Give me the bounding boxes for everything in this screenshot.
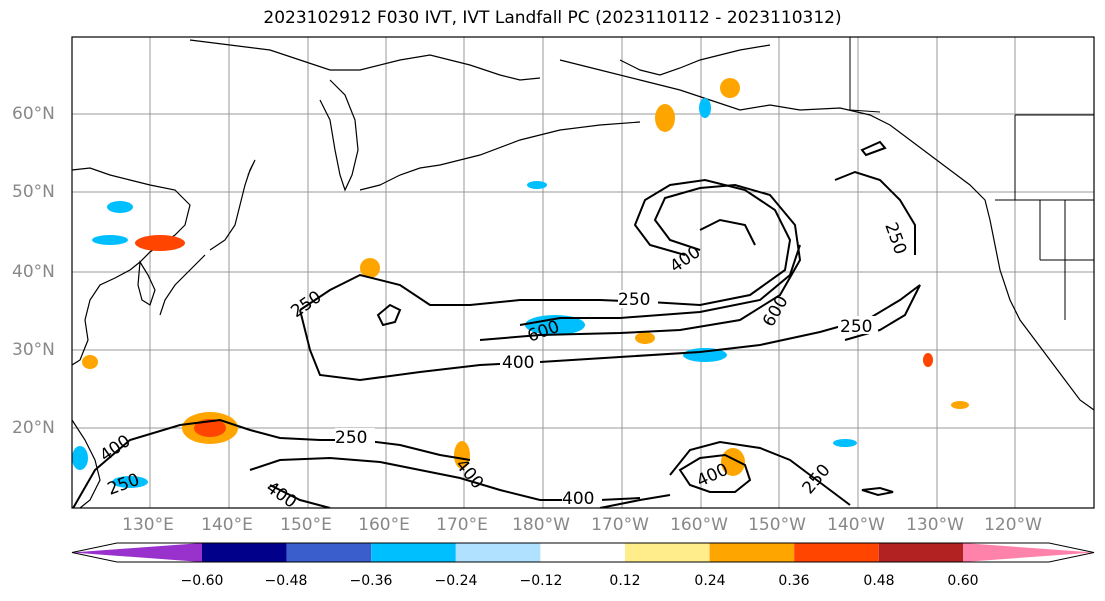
ivt-contours: [72, 140, 921, 508]
colorbar-tick-label: 0.24: [694, 573, 726, 589]
lon-label: 130°E: [122, 515, 174, 535]
lon-label: 160°W: [670, 515, 728, 535]
contour-400-lower: [269, 484, 671, 508]
coast-philippines: [72, 419, 101, 508]
shade-positive: [135, 235, 185, 251]
shade-positive: [655, 104, 675, 132]
lon-label: 140°E: [201, 515, 253, 535]
colorbar-tick-label: 0.48: [863, 573, 895, 589]
contour-250: [299, 178, 921, 382]
contour-250-east: [834, 170, 916, 255]
lon-label: 170°E: [436, 515, 488, 535]
shade-negative: [699, 98, 711, 118]
coast-alaska: [559, 59, 1094, 411]
shade-positive: [951, 401, 969, 409]
colorbar-segment: [72, 543, 202, 562]
gridlines: [72, 37, 1094, 508]
coast-kamchatka: [319, 79, 359, 192]
lon-label: 160°E: [358, 515, 410, 535]
coast-siberia: [189, 39, 541, 81]
shade-negative: [72, 446, 88, 470]
contour-400: [479, 183, 802, 341]
shade-positive: [194, 419, 226, 437]
lon-label: 170°W: [591, 515, 649, 535]
map-frame: [71, 36, 1095, 509]
contour-label: 250: [840, 317, 872, 337]
contour-label: 250: [335, 428, 367, 448]
shade-negative: [525, 315, 585, 335]
contour-small-1: [376, 303, 402, 327]
colorbar-tick-label: −0.60: [180, 573, 224, 589]
contour-600: [519, 218, 801, 326]
colorbar-segment: [371, 543, 456, 562]
shade-negative: [92, 235, 128, 245]
contour-small-3: [861, 486, 894, 497]
lat-label: 50°N: [12, 182, 55, 202]
lon-label: 130°W: [906, 515, 964, 535]
lon-label: 150°E: [280, 515, 332, 535]
coast-aleutians: [359, 121, 641, 191]
colorbar-segment: [709, 543, 795, 562]
shade-negative: [112, 476, 148, 488]
colorbar-segment: [202, 543, 287, 562]
coastlines: [72, 39, 1094, 508]
colorbar-tick-label: 0.36: [778, 573, 810, 589]
lon-label: 180°W: [512, 515, 570, 535]
colorbar-segment: [625, 543, 710, 562]
colorbar: [71, 542, 1095, 563]
contour-400-sw: [678, 453, 752, 493]
colorbar-segment: [286, 543, 372, 562]
shade-positive: [635, 332, 655, 344]
lon-label: 150°W: [748, 515, 806, 535]
contour-label: 250: [618, 290, 650, 310]
colorbar-tick-label: −0.48: [264, 573, 308, 589]
colorbar-segment: [878, 543, 964, 562]
shade-negative: [527, 181, 547, 189]
colorbar-segment: [794, 543, 879, 562]
lat-label: 20°N: [12, 418, 55, 438]
lon-label: 120°W: [984, 515, 1042, 535]
shade-negative: [833, 439, 857, 447]
colorbar-tick-label: −0.12: [519, 573, 563, 589]
contour-400-south: [72, 418, 471, 508]
shade-positive: [82, 355, 98, 369]
borders: [849, 37, 1094, 320]
border-alaska-canada: [849, 37, 881, 113]
colorbar-segment: [455, 543, 541, 562]
colorbar-tick-label: −0.24: [434, 573, 478, 589]
shade-positive: [454, 441, 470, 469]
lat-label: 40°N: [12, 262, 55, 282]
colorbar-tick-label: −0.36: [349, 573, 393, 589]
lat-label: 30°N: [12, 340, 55, 360]
colorbar-segment: [540, 543, 625, 562]
colorbar-segment: [963, 543, 1094, 562]
coast-japan: [159, 159, 256, 316]
shade-positive: [360, 258, 380, 278]
coast-alaska-west: [619, 44, 771, 76]
colorbar-tick-label: 0.12: [609, 573, 641, 589]
lat-label: 60°N: [12, 104, 55, 124]
colorbar-tick-label: 0.60: [947, 573, 979, 589]
shade-positive: [923, 353, 933, 367]
shade-negative: [107, 201, 133, 213]
shaded-anomalies: [72, 78, 969, 488]
shade-positive: [720, 78, 740, 98]
contour-label: 400: [502, 353, 534, 373]
map-title: 2023102912 F030 IVT, IVT Landfall PC (20…: [263, 8, 842, 28]
coast-korea: [137, 260, 156, 306]
map-plot-area: 250 250 250 250 250 250 250 400 400 400 …: [72, 37, 1094, 509]
contour-label: 400: [562, 489, 594, 509]
lon-label: 140°W: [827, 515, 885, 535]
border-states: [1014, 114, 1094, 320]
colorbar-outline: [71, 542, 1095, 563]
contour-small-2: [860, 140, 887, 157]
contour-250-sw: [669, 440, 851, 506]
